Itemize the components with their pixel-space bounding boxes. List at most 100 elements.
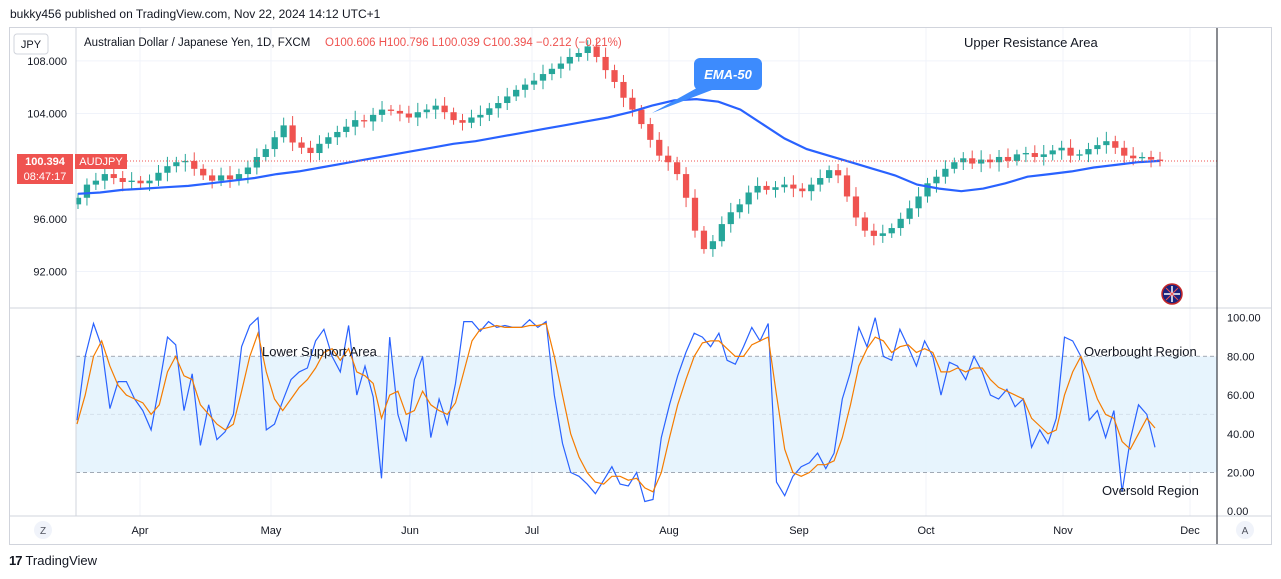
osc-tick-label: 20.00 [1227,467,1255,479]
candle-body [629,97,636,110]
candle-body [951,162,958,169]
candle-body [146,180,153,184]
time-tick-label: Aug [659,525,679,537]
candle-body [343,126,350,132]
candle-body [378,109,386,115]
candle-body [253,156,260,168]
candle-body [396,110,404,114]
candle-body [182,160,189,163]
candle-body [513,89,520,97]
candle-body [620,81,627,98]
candle-body [942,168,949,177]
candle-body [423,109,430,113]
candle-body [1138,156,1146,159]
currency-label: JPY [21,39,42,51]
lower-support-label[interactable]: Lower Support Area [262,344,378,359]
countdown-value: 08:47:17 [24,171,67,183]
price-tick-label: 108.000 [27,56,67,68]
ema-callout[interactable] [694,58,762,90]
tradingview-brand[interactable]: 17 TradingView [9,553,97,568]
candle-body [441,105,448,113]
candle-body [262,149,269,157]
axes: 108.000104.000100.00096.00092.000AprMayJ… [27,56,1260,537]
australia-flag-icon[interactable] [1161,283,1183,305]
candle-body [897,218,904,229]
price-tick-label: 96.000 [33,214,67,226]
candle-body [1022,153,1029,155]
candle-body [682,174,690,198]
candle-body [191,160,198,169]
upper-resistance-label[interactable]: Upper Resistance Area [964,35,1098,50]
candle-body [387,109,395,111]
candles [76,38,1164,257]
tradingview-logo-icon: 17 [9,553,23,568]
candle-body [432,105,439,110]
candle-body [611,70,618,82]
candle-body [1112,141,1119,148]
candle-body [960,158,967,163]
candle-body [933,176,940,184]
candle-body [289,125,296,143]
candle-body [834,170,842,176]
candle-body [200,168,207,176]
price-tick-label: 104.000 [27,109,67,121]
auto-scale-button[interactable] [1236,521,1254,539]
osc-tick-label: 80.00 [1227,351,1255,363]
oscillator-lines [76,316,1156,503]
time-tick-label: May [261,525,282,537]
candle-body [164,166,171,173]
timezone-button[interactable] [34,521,52,539]
time-tick-label: Jul [525,525,539,537]
candle-body [593,46,600,57]
candle-body [217,175,225,181]
candle-body [209,175,216,181]
currency-button[interactable] [13,33,49,55]
candle-body [101,174,108,181]
candle-body [870,230,877,236]
overbought-label[interactable]: Overbought Region [1084,344,1197,359]
candle-body [280,125,287,138]
candle-body [1004,156,1012,161]
symbol-legend[interactable]: Australian Dollar / Japanese Yen, 1D, FX… [84,37,310,49]
candle-body [459,120,466,123]
a-label: A [1242,526,1249,537]
candle-body [1067,147,1074,156]
candle-body [986,159,994,163]
candle-body [414,112,421,118]
oversold-label[interactable]: Oversold Region [1102,483,1199,498]
candle-body [602,56,609,71]
candle-body [1147,156,1155,160]
candle-body [888,228,895,234]
candle-body [763,185,770,190]
candle-body [137,180,144,184]
candle-body [539,74,547,81]
candle-body [718,224,725,242]
candle-body [969,158,976,164]
osc-tick-label: 60.00 [1227,390,1255,402]
candle-body [772,187,779,190]
stochastic-d-line [76,322,1156,493]
candle-body [76,197,82,205]
candle-body [575,53,582,57]
candle-body [656,139,663,156]
candle-body [915,196,922,209]
candle-body [244,167,252,175]
candle-body [566,56,573,64]
candle-body [924,183,931,197]
candle-body [83,184,91,198]
candle-body [173,162,180,167]
candle-body [1031,153,1038,157]
candle-body [1156,159,1164,161]
candle-body [316,143,323,154]
candle-body [110,174,117,179]
candle-body [548,68,556,75]
candle-body [361,120,368,122]
oscillator-band [76,356,1217,473]
candle-body [504,96,511,104]
candle-body [405,113,412,118]
candle-body [92,180,100,185]
candle-body [647,124,654,140]
ticker-label: AUDJPY [79,156,123,168]
candle-body [1085,149,1092,155]
time-tick-label: Jun [401,525,419,537]
